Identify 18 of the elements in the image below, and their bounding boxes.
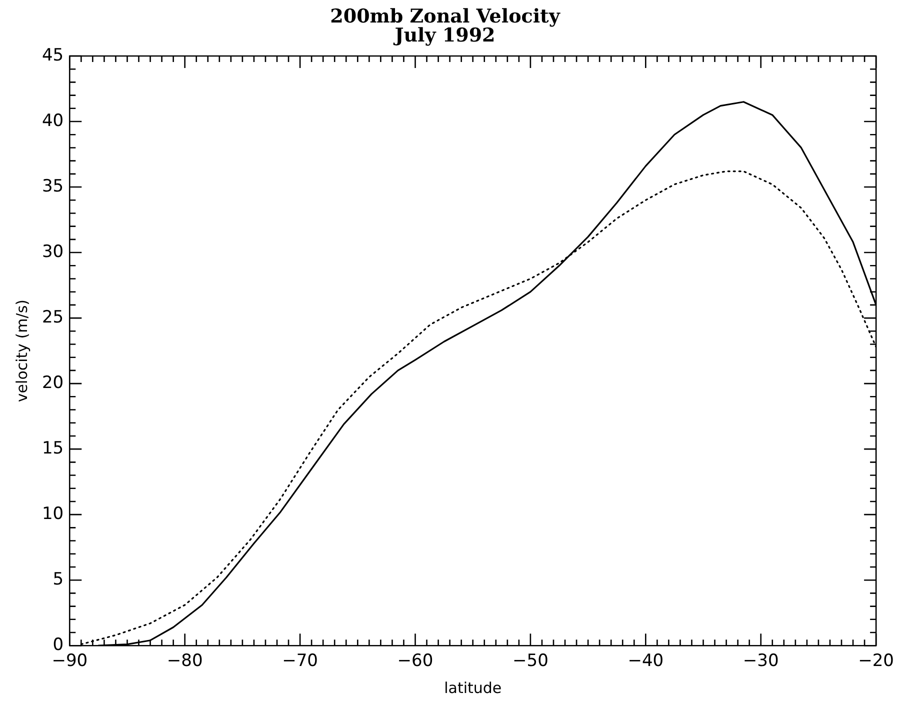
- x-tick-label: −70: [282, 651, 318, 672]
- y-tick-label: 20: [42, 372, 64, 393]
- y-tick-label: 5: [52, 570, 64, 590]
- x-axis-title: latitude: [444, 678, 502, 697]
- x-tick-label: −80: [166, 651, 203, 672]
- x-tick-label: −60: [397, 651, 434, 672]
- x-tick-label: −50: [512, 651, 548, 672]
- x-tick-label: −20: [858, 651, 894, 672]
- y-axis-title: velocity (m/s): [12, 300, 31, 402]
- y-tick-label: 45: [42, 45, 64, 66]
- x-tick-label: −30: [742, 651, 779, 672]
- y-tick-label: 40: [42, 110, 64, 131]
- x-tick-label: −40: [628, 651, 664, 672]
- y-tick-label: 30: [42, 242, 64, 262]
- y-tick-label: 10: [42, 504, 64, 524]
- y-tick-label: 35: [42, 176, 64, 196]
- y-tick-label: 25: [42, 307, 64, 328]
- y-tick-label: 15: [42, 438, 64, 458]
